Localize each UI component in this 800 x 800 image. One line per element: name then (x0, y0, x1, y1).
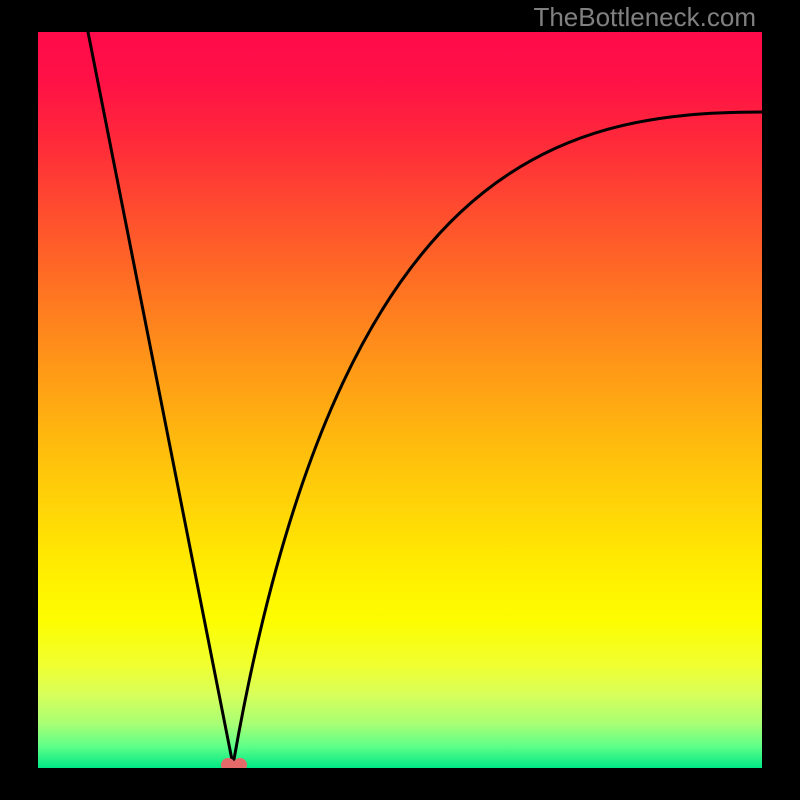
gradient-background (38, 32, 762, 768)
watermark-text: TheBottleneck.com (533, 2, 756, 33)
chart-frame: TheBottleneck.com (0, 0, 800, 800)
plot-area (38, 32, 762, 768)
plot-svg (38, 32, 762, 768)
frame-border-right (762, 0, 800, 800)
frame-border-left (0, 0, 38, 800)
frame-border-bottom (0, 768, 800, 800)
